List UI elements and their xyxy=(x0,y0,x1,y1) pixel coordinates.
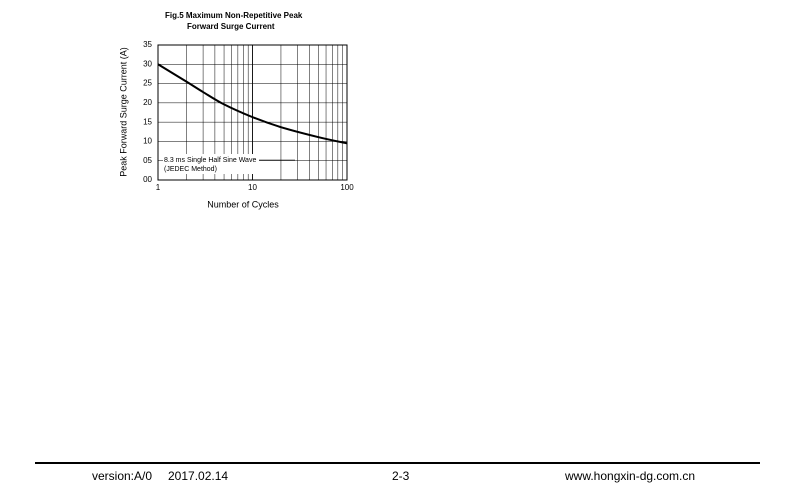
footer-website: www.hongxin-dg.com.cn xyxy=(564,469,695,483)
annotation: 8.3 ms Single Half Sine Wave xyxy=(164,157,256,164)
y-axis-label: Peak Forward Surge Current (A) xyxy=(118,47,128,177)
footer-date: 2017.02.14 xyxy=(168,469,228,483)
footer-version: version:A/0 xyxy=(92,469,152,483)
y-tick-label: 25 xyxy=(143,79,152,88)
annotation: (JEDEC Method) xyxy=(164,166,217,173)
x-tick-label: 10 xyxy=(248,183,257,192)
annotation-background xyxy=(163,154,259,174)
chart-title: Forward Surge Current xyxy=(187,22,275,31)
x-axis-label: Number of Cycles xyxy=(207,199,279,209)
y-tick-label: 30 xyxy=(143,59,152,68)
y-tick-label: 05 xyxy=(143,156,152,165)
y-tick-label: 35 xyxy=(143,40,152,49)
chart-title: Fig.5 Maximum Non-Repetitive Peak xyxy=(165,11,303,20)
y-tick-label: 15 xyxy=(143,117,152,126)
curve xyxy=(157,63,348,145)
y-tick-label: 10 xyxy=(143,137,152,146)
plot-frame xyxy=(157,44,348,181)
x-tick-label: 1 xyxy=(156,183,161,192)
y-tick-label: 00 xyxy=(143,175,152,184)
y-tick-label: 20 xyxy=(143,98,152,107)
x-tick-label: 100 xyxy=(340,183,354,192)
footer-page: 2-3 xyxy=(392,469,410,483)
